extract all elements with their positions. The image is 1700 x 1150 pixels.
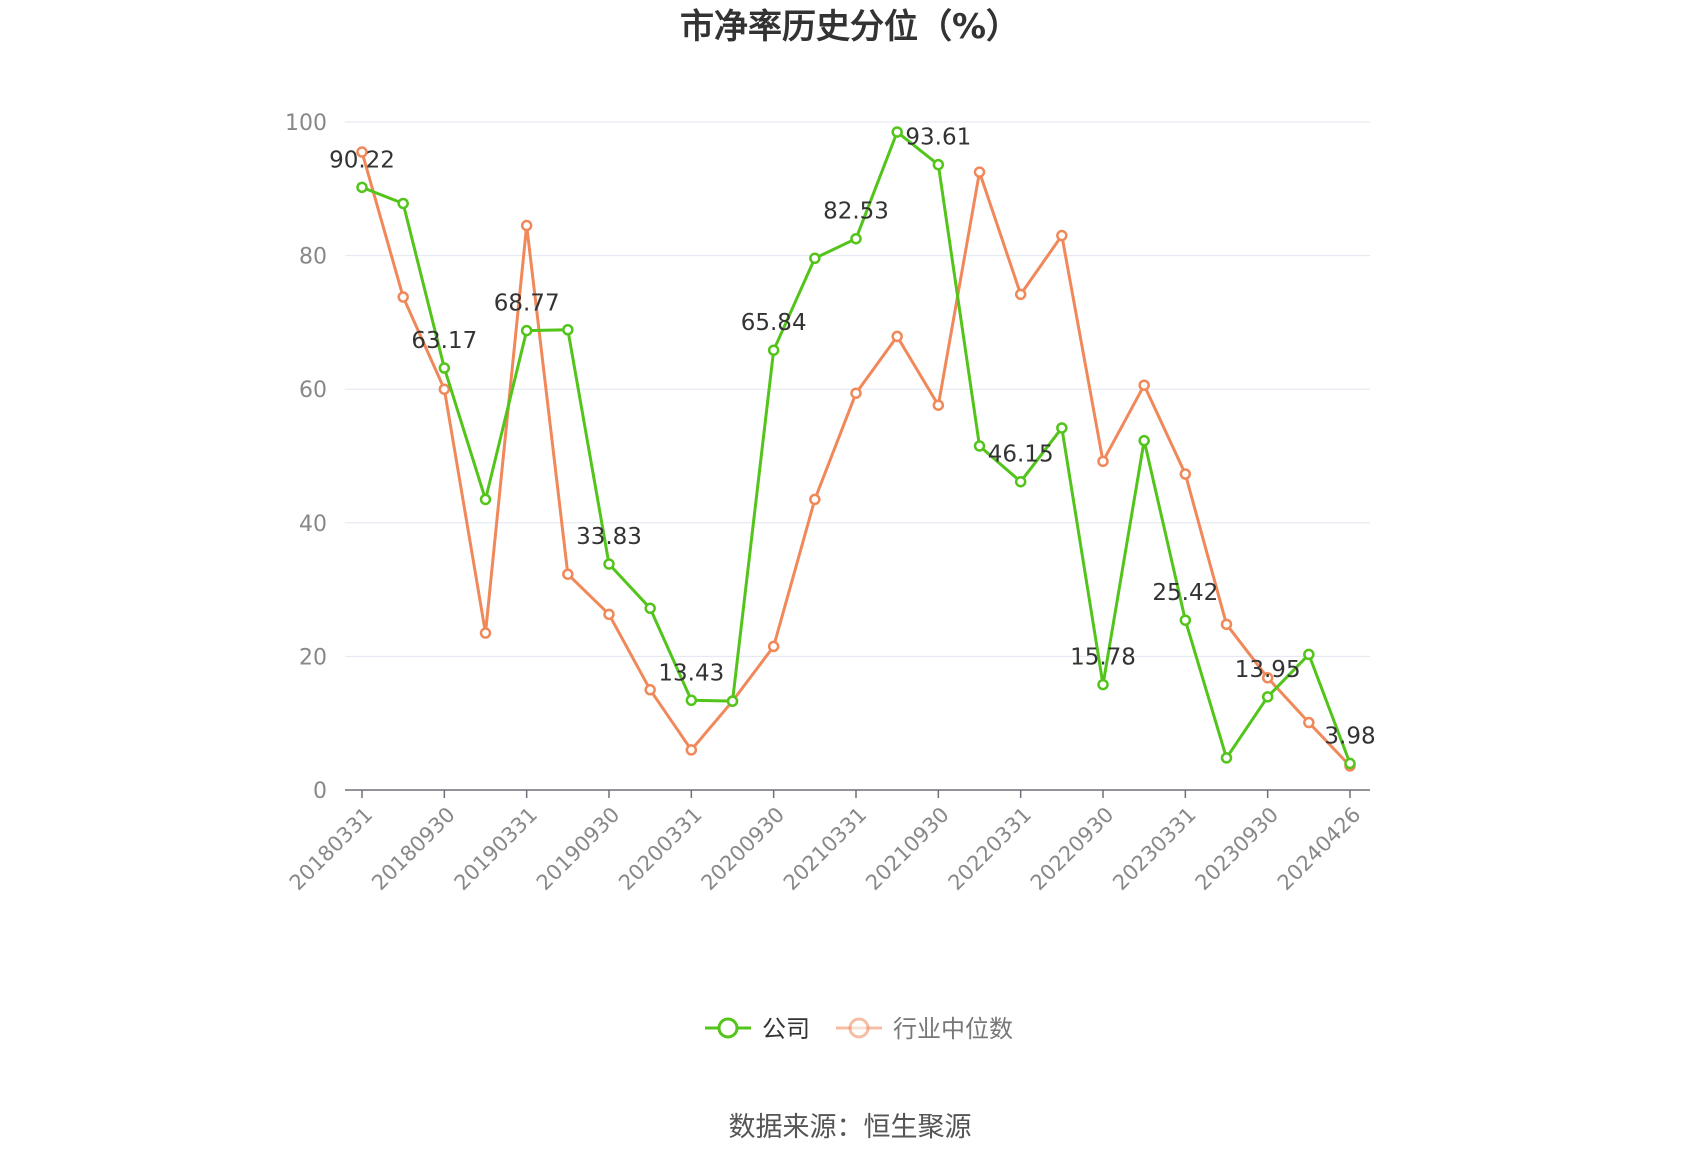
- x-tick-label: 20220930: [1026, 802, 1119, 895]
- data-point[interactable]: [1138, 434, 1150, 447]
- x-tick-label: 20230331: [1108, 802, 1201, 895]
- data-point[interactable]: [809, 493, 821, 506]
- data-point[interactable]: [397, 197, 409, 210]
- y-tick-label: 40: [299, 512, 327, 537]
- data-point[interactable]: [603, 608, 615, 621]
- x-tick-label: 20180930: [367, 802, 460, 895]
- legend[interactable]: 公司 行业中位数: [705, 1015, 1013, 1043]
- y-tick-label: 60: [299, 378, 327, 403]
- data-label: 82.53: [823, 199, 889, 225]
- data-label: 13.43: [658, 660, 724, 686]
- legend-label: 行业中位数: [893, 1015, 1013, 1043]
- axes: 0 20 40 60 80 100 2018033120180930201903312019…: [285, 111, 1370, 895]
- data-point[interactable]: [356, 181, 368, 194]
- data-label: 25.42: [1152, 580, 1218, 606]
- data-point[interactable]: [520, 219, 533, 232]
- data-label: 90.22: [329, 147, 395, 173]
- data-label: 65.84: [741, 310, 807, 336]
- data-point[interactable]: [1261, 691, 1274, 703]
- series: [356, 126, 1356, 772]
- data-point[interactable]: [767, 640, 780, 653]
- data-point[interactable]: [932, 399, 945, 411]
- data-point[interactable]: [1014, 475, 1027, 488]
- data-point[interactable]: [644, 602, 656, 615]
- data-labels: 90.22 63.17 68.77 33.83 13.43 65.84 82.53 93.61…: [329, 125, 1376, 750]
- legend-item-0[interactable]: 公司: [705, 1015, 810, 1043]
- data-point[interactable]: [1303, 716, 1315, 729]
- data-point[interactable]: [1179, 614, 1192, 626]
- data-point[interactable]: [767, 344, 780, 356]
- data-label: 15.78: [1070, 645, 1136, 671]
- x-tick-label: 20190930: [532, 802, 625, 895]
- data-point[interactable]: [891, 330, 903, 343]
- data-point[interactable]: [438, 383, 451, 395]
- data-point[interactable]: [479, 627, 492, 639]
- series-line-0: [361, 130, 1352, 764]
- data-point[interactable]: [1097, 455, 1109, 468]
- x-tick-label: 20230930: [1191, 802, 1284, 895]
- data-point[interactable]: [562, 568, 574, 580]
- x-tick-label: 20220331: [944, 802, 1037, 895]
- data-label: 46.15: [988, 442, 1054, 468]
- data-point[interactable]: [603, 558, 615, 570]
- y-tick-label: 0: [313, 779, 327, 804]
- data-point[interactable]: [1097, 678, 1109, 691]
- data-point[interactable]: [891, 126, 903, 138]
- legend-label: 公司: [762, 1015, 810, 1043]
- data-label: 13.95: [1235, 657, 1301, 683]
- x-tick-label: 20190331: [450, 802, 543, 895]
- data-point[interactable]: [397, 291, 409, 303]
- data-point[interactable]: [685, 744, 698, 756]
- data-point[interactable]: [809, 252, 821, 265]
- data-point[interactable]: [520, 324, 533, 337]
- data-point[interactable]: [932, 158, 945, 171]
- data-point[interactable]: [1261, 672, 1274, 684]
- data-label: 3.98: [1324, 723, 1375, 749]
- data-point[interactable]: [726, 695, 739, 707]
- data-point[interactable]: [973, 440, 986, 452]
- data-label: 93.61: [905, 125, 971, 151]
- x-tick-label: 20210331: [779, 802, 872, 895]
- y-tick-label: 80: [299, 245, 327, 270]
- chart-title: 市净率历史分位（%）: [680, 7, 1020, 47]
- data-point[interactable]: [1220, 752, 1233, 764]
- data-point[interactable]: [685, 694, 698, 707]
- data-point[interactable]: [1056, 422, 1068, 434]
- x-tick-label: 20180331: [285, 802, 378, 895]
- x-tick-label: 20240426: [1273, 802, 1366, 895]
- data-point[interactable]: [1056, 229, 1068, 242]
- data-source: 数据来源：恒生聚源: [729, 1112, 972, 1143]
- data-label: 33.83: [576, 524, 642, 550]
- y-tick-label: 100: [285, 111, 327, 136]
- data-point[interactable]: [1344, 757, 1356, 770]
- data-point[interactable]: [356, 146, 368, 158]
- data-point[interactable]: [1220, 618, 1233, 631]
- data-point[interactable]: [850, 387, 862, 399]
- data-point[interactable]: [1179, 468, 1192, 480]
- data-point[interactable]: [1014, 288, 1027, 301]
- data-point[interactable]: [479, 493, 492, 506]
- data-point[interactable]: [562, 323, 574, 336]
- data-point[interactable]: [850, 232, 862, 245]
- legend-swatch-marker: [717, 1017, 739, 1039]
- x-tick-label: 20210930: [861, 802, 954, 895]
- data-point[interactable]: [644, 684, 656, 696]
- data-point[interactable]: [1138, 379, 1150, 391]
- x-tick-label: 20200930: [697, 802, 790, 895]
- legend-item-1[interactable]: 行业中位数: [836, 1015, 1013, 1043]
- legend-swatch-marker: [848, 1017, 870, 1039]
- y-tick-label: 20: [299, 645, 327, 670]
- data-point[interactable]: [973, 166, 986, 178]
- data-point[interactable]: [438, 362, 451, 374]
- data-label: 63.17: [411, 328, 477, 354]
- data-point[interactable]: [1303, 648, 1315, 661]
- x-tick-label: 20200331: [614, 802, 707, 895]
- data-label: 68.77: [494, 291, 560, 317]
